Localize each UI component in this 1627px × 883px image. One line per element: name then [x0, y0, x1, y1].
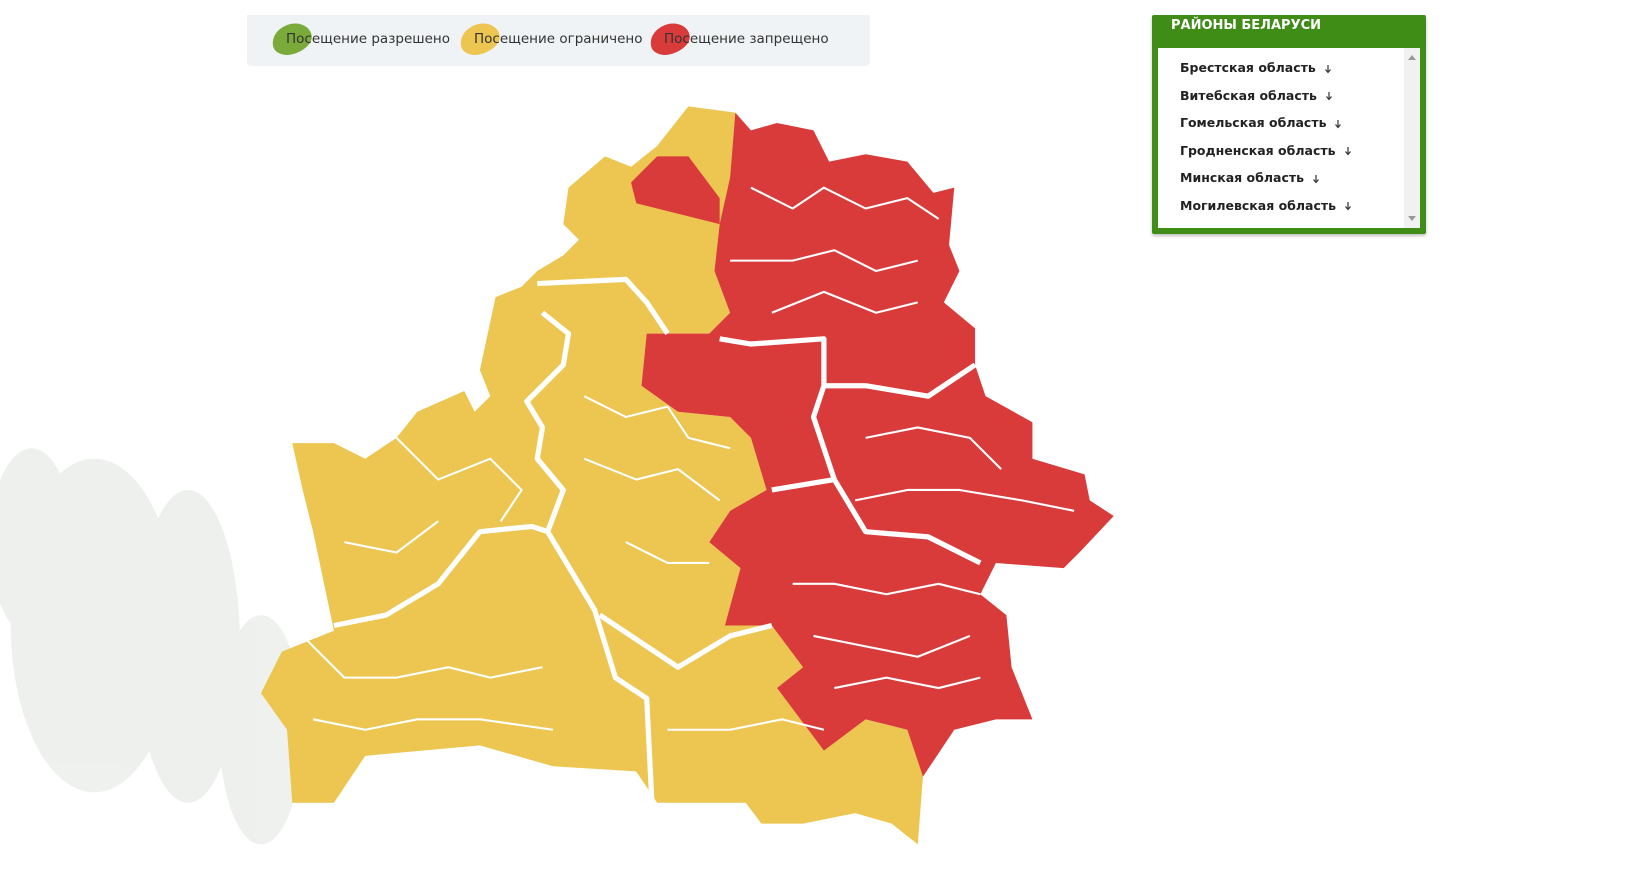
expand-arrow	[1335, 119, 1342, 128]
expand-arrow	[1344, 147, 1351, 156]
expand-arrow	[1345, 202, 1351, 211]
region-name: Витебская область	[1180, 87, 1317, 103]
scrollbar[interactable]	[1404, 48, 1420, 228]
region-name: Гомельская область	[1180, 115, 1327, 130]
legend-label: Посещение ограничено	[474, 31, 643, 47]
region-item[interactable]: Минская область	[1180, 168, 1352, 196]
scroll-arrows	[1408, 55, 1416, 221]
expand-arrow	[1325, 92, 1332, 101]
region-item[interactable]: Брестская область	[1180, 58, 1352, 86]
forbidden-area	[631, 112, 1114, 777]
legend-label: Посещение разрешено	[286, 31, 450, 47]
expand-arrow	[1313, 174, 1319, 183]
region-item[interactable]: Могилевская область	[1180, 196, 1352, 224]
expand-arrow	[1324, 64, 1331, 73]
region-item[interactable]: Гродненская область	[1180, 141, 1352, 169]
legend-label: Посещение запрещено	[664, 31, 829, 47]
district-borders	[301, 186, 1075, 731]
region-borders	[333, 276, 982, 803]
region-item[interactable]: Гомельская область	[1180, 113, 1352, 141]
region-name: Могилевская область	[1180, 197, 1337, 213]
restricted-area	[260, 106, 923, 845]
background-trees	[0, 448, 303, 845]
legend-item[interactable]: Посещение разрешено	[269, 20, 450, 58]
legend-item[interactable]: Посещение запрещено	[647, 20, 829, 58]
districts-panel: РАЙОНЫ БЕЛАРУСИ Брестская область Витебск…	[1152, 15, 1426, 234]
region-name: Минская область	[1180, 170, 1305, 185]
region-list-box: Брестская область Витебская область Гомель…	[1158, 48, 1420, 228]
panel-title: РАЙОНЫ БЕЛАРУСИ	[1171, 18, 1322, 33]
region-name: Брестская область	[1180, 60, 1316, 75]
legend-item[interactable]: Посещение ограничено	[457, 20, 643, 58]
region-list: Брестская область Витебская область Гомель…	[1180, 58, 1352, 223]
region-item[interactable]: Витебская область	[1180, 86, 1352, 114]
legend: Посещение разрешено Посещение ограничено П…	[247, 15, 870, 66]
region-name: Гродненская область	[1180, 142, 1336, 158]
